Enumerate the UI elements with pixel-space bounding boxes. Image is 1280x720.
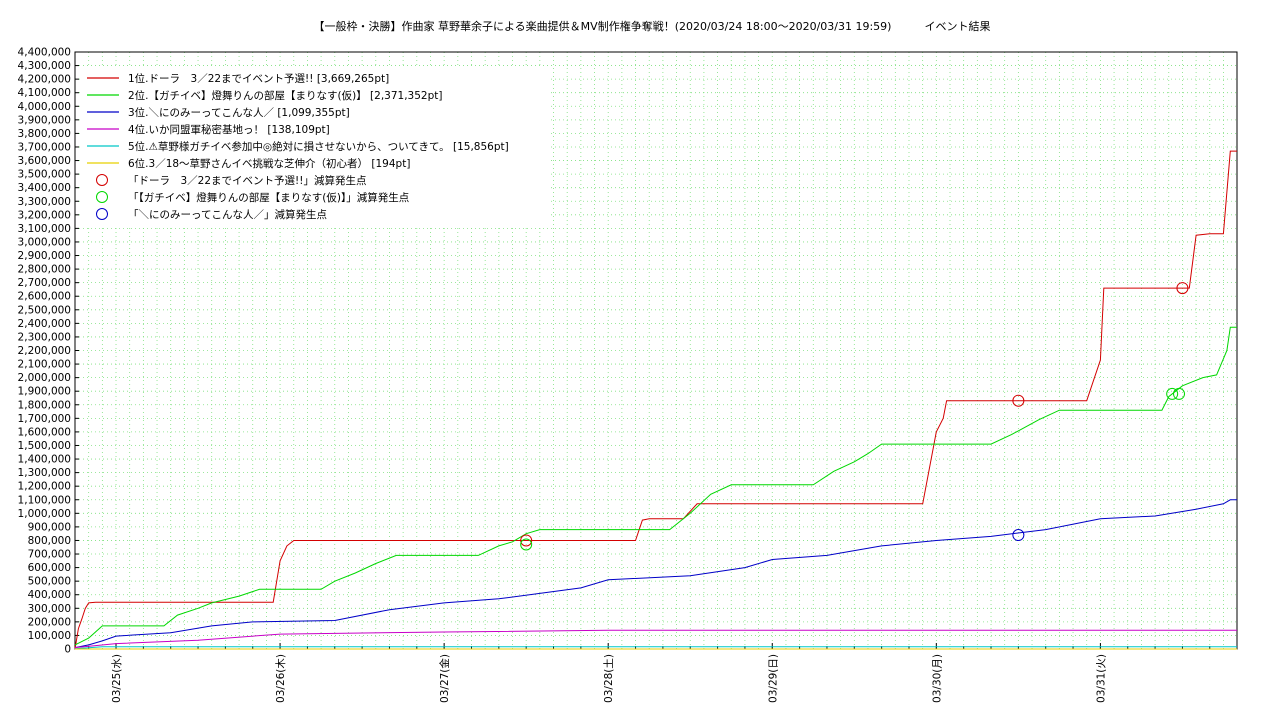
legend-background xyxy=(80,66,550,228)
chart-title: 【一般枠・決勝】作曲家 草野華余子による楽曲提供＆MV制作権争奪戦！(2020/… xyxy=(314,19,991,33)
y-tick-label: 0 xyxy=(64,644,71,656)
y-tick-label: 4,200,000 xyxy=(18,74,71,86)
y-tick-label: 4,400,000 xyxy=(18,47,71,59)
y-tick-label: 800,000 xyxy=(28,535,71,547)
x-tick-label: 03/25(水) xyxy=(111,654,123,703)
legend-label-6: 6位.3／18〜草野さんイベ挑戦な芝伸介（初心者） [194pt] xyxy=(128,157,410,170)
x-tick-label: 03/31(火) xyxy=(1095,654,1107,703)
y-tick-label: 1,800,000 xyxy=(18,399,71,411)
x-tick-label: 03/27(金) xyxy=(438,654,451,703)
legend-marker-label-2: 「【ガチイベ】燈舞りんの部屋【まりなす(仮)】」減算発生点 xyxy=(128,191,409,204)
legend-marker-2 xyxy=(96,191,108,203)
y-tick-label: 4,000,000 xyxy=(18,101,71,113)
legend: 1位.ドーラ 3／22までイベント予選!! [3,669,265pt] 2位.【ガ… xyxy=(80,66,550,228)
y-tick-label: 3,500,000 xyxy=(18,169,71,181)
legend-label-5: 5位.⚠草野様ガチイベ参加中◎絶対に損させないから、ついてきて。 [15,856… xyxy=(128,140,509,153)
y-tick-label: 500,000 xyxy=(28,576,71,588)
marker-point-2 xyxy=(1173,387,1186,400)
y-tick-label: 4,300,000 xyxy=(18,60,71,72)
y-tick-label: 1,300,000 xyxy=(18,467,71,479)
legend-marker-label-3: 「＼にのみーってこんな人／」減算発生点 xyxy=(128,208,327,221)
y-tick-label: 2,500,000 xyxy=(18,304,71,316)
y-tick-label: 3,600,000 xyxy=(18,155,71,167)
legend-marker-1 xyxy=(96,174,108,186)
y-tick-label: 3,300,000 xyxy=(18,196,71,208)
marker-point-2 xyxy=(1166,387,1179,400)
y-tick-label: 3,700,000 xyxy=(18,141,71,153)
y-tick-label: 2,700,000 xyxy=(18,277,71,289)
y-tick-label: 1,900,000 xyxy=(18,386,71,398)
y-tick-label: 300,000 xyxy=(28,603,71,615)
legend-label-4: 4位.いか同盟軍秘密基地っ！ [138,109pt] xyxy=(128,123,330,136)
y-tick-label: 2,900,000 xyxy=(18,250,71,262)
plot-markers xyxy=(520,282,1189,551)
x-axis: 03/25(水) 03/26(木) 03/27(金) 03/28(土) 03/29(日)… xyxy=(88,643,1211,703)
y-tick-label: 2,300,000 xyxy=(18,331,71,343)
series-line-2 xyxy=(74,326,1237,646)
y-tick-label: 2,000,000 xyxy=(18,372,71,384)
series-line-4 xyxy=(74,629,1237,649)
x-tick-label: 03/30(月) xyxy=(931,654,943,703)
y-tick-label: 400,000 xyxy=(28,589,71,601)
y-tick-label: 1,600,000 xyxy=(18,426,71,438)
y-tick-label: 1,500,000 xyxy=(18,440,71,452)
legend-label-2: 2位.【ガチイベ】燈舞りんの部屋【まりなす(仮)】 [2,371,352pt] xyxy=(128,89,442,102)
y-tick-label: 1,000,000 xyxy=(18,508,71,520)
marker-point-3 xyxy=(1012,529,1025,542)
legend-label-3: 3位.＼にのみーってこんな人／ [1,099,355pt] xyxy=(128,106,350,119)
marker-point-1 xyxy=(520,534,533,547)
y-tick-label: 700,000 xyxy=(28,549,71,561)
x-tick-label: 03/28(土) xyxy=(602,654,615,703)
y-tick-label: 200,000 xyxy=(28,616,71,628)
y-tick-label: 1,200,000 xyxy=(18,481,71,493)
y-tick-label: 900,000 xyxy=(28,521,71,533)
y-tick-label: 3,000,000 xyxy=(18,236,71,248)
grid xyxy=(75,52,1237,649)
y-tick-label: 600,000 xyxy=(28,562,71,574)
x-tick-label: 03/29(日) xyxy=(767,654,779,703)
y-tick-label: 3,100,000 xyxy=(18,223,71,235)
y-tick-label: 2,100,000 xyxy=(18,359,71,371)
y-tick-label: 1,700,000 xyxy=(18,413,71,425)
y-tick-label: 3,900,000 xyxy=(18,114,71,126)
y-tick-label: 3,400,000 xyxy=(18,182,71,194)
legend-marker-3 xyxy=(96,208,108,220)
marker-point-2 xyxy=(520,538,533,551)
y-tick-label: 2,800,000 xyxy=(18,264,71,276)
x-tick-label: 03/26(木) xyxy=(275,654,287,703)
y-tick-label: 2,200,000 xyxy=(18,345,71,357)
series-line-5 xyxy=(74,646,1237,650)
plot-lines xyxy=(74,150,1237,650)
y-tick-label: 1,100,000 xyxy=(18,494,71,506)
legend-label-1: 1位.ドーラ 3／22までイベント予選!! [3,669,265pt] xyxy=(128,72,389,85)
y-tick-label: 2,600,000 xyxy=(18,291,71,303)
series-line-3 xyxy=(74,499,1237,649)
y-tick-label: 3,200,000 xyxy=(18,209,71,221)
y-tick-label: 100,000 xyxy=(28,630,71,642)
legend-marker-label-1: 「ドーラ 3／22までイベント予選!!」減算発生点 xyxy=(128,174,366,187)
y-tick-label: 4,100,000 xyxy=(18,87,71,99)
marker-point-1 xyxy=(1012,394,1025,407)
y-tick-label: 3,800,000 xyxy=(18,128,71,140)
y-tick-label: 2,400,000 xyxy=(18,318,71,330)
marker-point-1 xyxy=(1176,282,1189,295)
y-tick-label: 1,400,000 xyxy=(18,454,71,466)
